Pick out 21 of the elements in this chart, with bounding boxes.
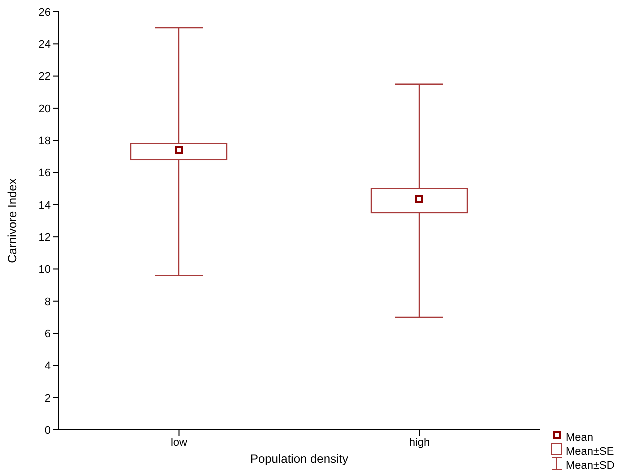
y-tick-label: 18	[38, 136, 51, 148]
y-tick-label: 12	[38, 232, 51, 244]
y-tick-label: 0	[44, 424, 51, 437]
x-tick-label: high	[409, 436, 430, 449]
y-tick-label: 26	[38, 6, 51, 19]
text: Mean	[566, 432, 594, 444]
y-tick-label: 10	[38, 264, 51, 276]
y-tick-label: 14	[38, 200, 51, 212]
y-tick-label: 4	[44, 360, 51, 373]
text: Mean±SE	[566, 446, 614, 458]
y-axis-title: Carnivore Index	[5, 178, 20, 264]
y-tick-label: 6	[44, 328, 51, 340]
y-tick-label: 2	[44, 392, 51, 405]
x-axis-title: Population density	[250, 452, 349, 466]
text: Mean±SD	[566, 460, 615, 472]
y-tick-label: 8	[44, 296, 51, 308]
y-tick-label: 20	[38, 103, 51, 116]
y-tick-label: 16	[38, 168, 51, 180]
x-tick-label: low	[170, 436, 188, 449]
y-tick-label: 24	[38, 39, 51, 52]
y-tick-label: 22	[38, 71, 51, 84]
